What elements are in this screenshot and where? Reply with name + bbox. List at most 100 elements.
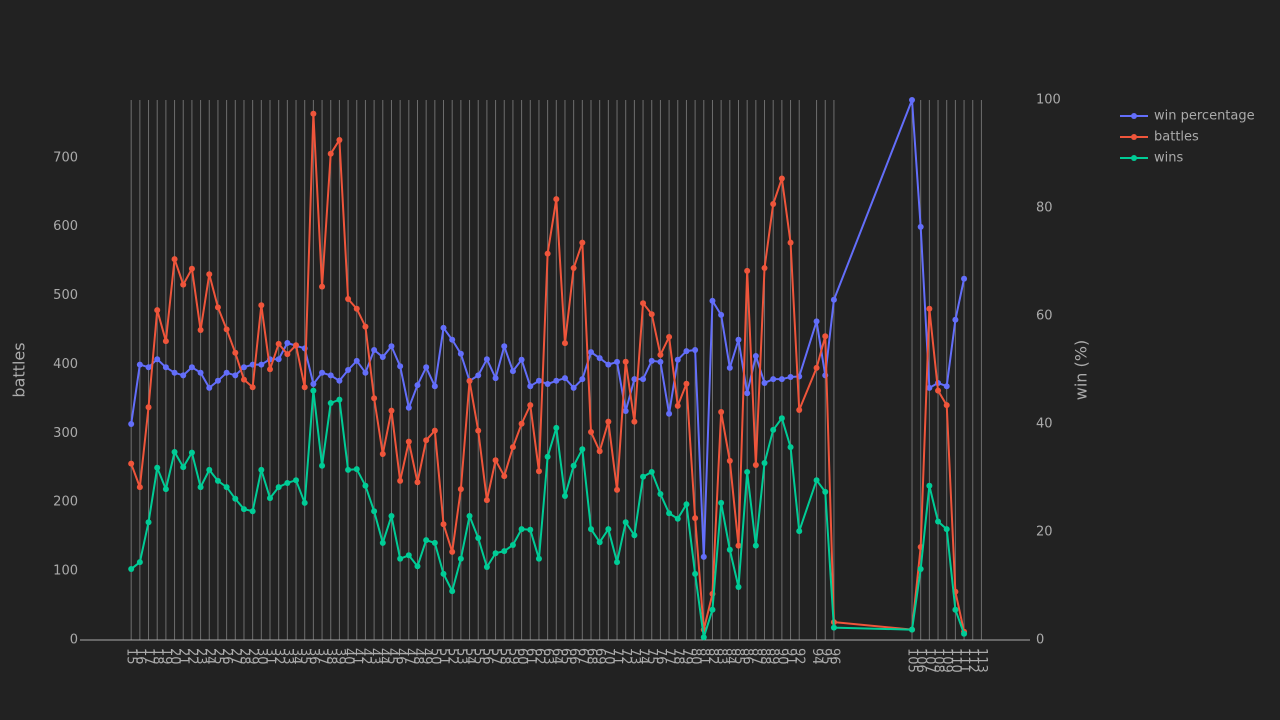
- point: [180, 281, 187, 288]
- x-tick-label: 16: [132, 648, 147, 665]
- point: [301, 499, 308, 506]
- x-tick-label: 29: [245, 648, 260, 665]
- point: [501, 548, 508, 555]
- point: [223, 369, 230, 376]
- point: [232, 495, 239, 502]
- x-tick-label: 19: [158, 648, 173, 665]
- point: [778, 376, 785, 383]
- x-tick-label: 83: [714, 648, 729, 665]
- point: [492, 550, 499, 557]
- point: [570, 462, 577, 469]
- point: [310, 387, 317, 394]
- point: [509, 444, 516, 451]
- point: [640, 376, 647, 383]
- x-tick-label: 20: [167, 648, 182, 665]
- point: [310, 110, 317, 117]
- point: [761, 265, 768, 272]
- x-tick-label: 61: [523, 648, 538, 665]
- point: [440, 324, 447, 331]
- point: [171, 256, 178, 263]
- point: [796, 406, 803, 413]
- point: [622, 358, 629, 365]
- point: [744, 390, 751, 397]
- point: [275, 356, 282, 363]
- x-tick-label: 110: [948, 648, 963, 673]
- point: [171, 369, 178, 376]
- point: [509, 541, 516, 548]
- point: [197, 369, 204, 376]
- point: [457, 350, 464, 357]
- point: [579, 376, 586, 383]
- point: [692, 570, 699, 577]
- point: [700, 634, 707, 641]
- point: [596, 355, 603, 362]
- point: [362, 482, 369, 489]
- point: [605, 361, 612, 368]
- point: [666, 510, 673, 517]
- point: [648, 468, 655, 475]
- y-tick-label: 0: [70, 633, 78, 648]
- x-tick-label: 65: [557, 648, 572, 665]
- x-tick-label: 89: [766, 648, 781, 665]
- point: [423, 364, 430, 371]
- point: [362, 369, 369, 376]
- point: [214, 477, 221, 484]
- point: [345, 466, 352, 473]
- point: [423, 437, 430, 444]
- x-tick-label: 23: [193, 648, 208, 665]
- point: [232, 349, 239, 356]
- point: [214, 304, 221, 311]
- point: [483, 356, 490, 363]
- point: [648, 311, 655, 318]
- point: [501, 343, 508, 350]
- point: [475, 372, 482, 379]
- x-tick-label: 59: [505, 648, 520, 665]
- point: [336, 396, 343, 403]
- x-tick-label: 56: [479, 648, 494, 665]
- point: [605, 526, 612, 533]
- point: [657, 490, 664, 497]
- x-tick-label: 45: [384, 648, 399, 665]
- point: [336, 136, 343, 143]
- point: [188, 449, 195, 456]
- x-tick-label: 51: [436, 648, 451, 665]
- x-tick-label: 111: [957, 648, 972, 673]
- x-tick-label: 43: [367, 648, 382, 665]
- point: [787, 444, 794, 451]
- point: [319, 369, 326, 376]
- point: [128, 566, 135, 573]
- point: [379, 354, 386, 361]
- point: [735, 583, 742, 590]
- point: [614, 559, 621, 566]
- point: [275, 340, 282, 347]
- y2-axis-title: win (%): [1072, 340, 1091, 400]
- x-tick-label: 82: [705, 648, 720, 665]
- x-tick-label: 79: [679, 648, 694, 665]
- point: [640, 300, 647, 307]
- point: [778, 175, 785, 182]
- point: [553, 424, 560, 431]
- point: [483, 563, 490, 570]
- point: [431, 383, 438, 390]
- x-tick-label: 57: [488, 648, 503, 665]
- x-tick-label: 108: [931, 648, 946, 673]
- x-tick-label: 113: [974, 648, 989, 673]
- point: [327, 400, 334, 407]
- point: [197, 484, 204, 491]
- x-tick-label: 96: [826, 648, 841, 665]
- point: [240, 364, 247, 371]
- x-tick-label: 41: [349, 648, 364, 665]
- point: [319, 283, 326, 290]
- point: [726, 546, 733, 553]
- point: [579, 239, 586, 246]
- point: [466, 378, 473, 385]
- point: [457, 555, 464, 562]
- point: [457, 486, 464, 493]
- point: [284, 479, 291, 486]
- point: [136, 484, 143, 491]
- x-tick-label: 68: [584, 648, 599, 665]
- point: [570, 265, 577, 272]
- point: [267, 495, 273, 502]
- point: [700, 553, 707, 560]
